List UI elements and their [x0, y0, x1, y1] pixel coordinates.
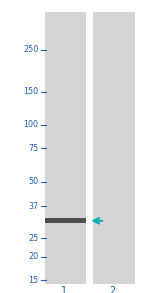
Text: 1: 1 [61, 286, 68, 293]
Text: 15: 15 [28, 276, 38, 285]
Bar [45, 218, 86, 224]
Text: 20: 20 [28, 252, 38, 261]
Text: 250: 250 [23, 45, 38, 54]
Text: 37: 37 [28, 202, 38, 211]
Text: 25: 25 [28, 234, 38, 243]
Text: 75: 75 [28, 144, 38, 153]
Bar [93, 12, 135, 284]
Text: 100: 100 [23, 120, 38, 130]
Text: 50: 50 [28, 177, 38, 186]
Text: 150: 150 [23, 87, 38, 96]
Bar [45, 12, 86, 284]
Text: 2: 2 [109, 286, 116, 293]
